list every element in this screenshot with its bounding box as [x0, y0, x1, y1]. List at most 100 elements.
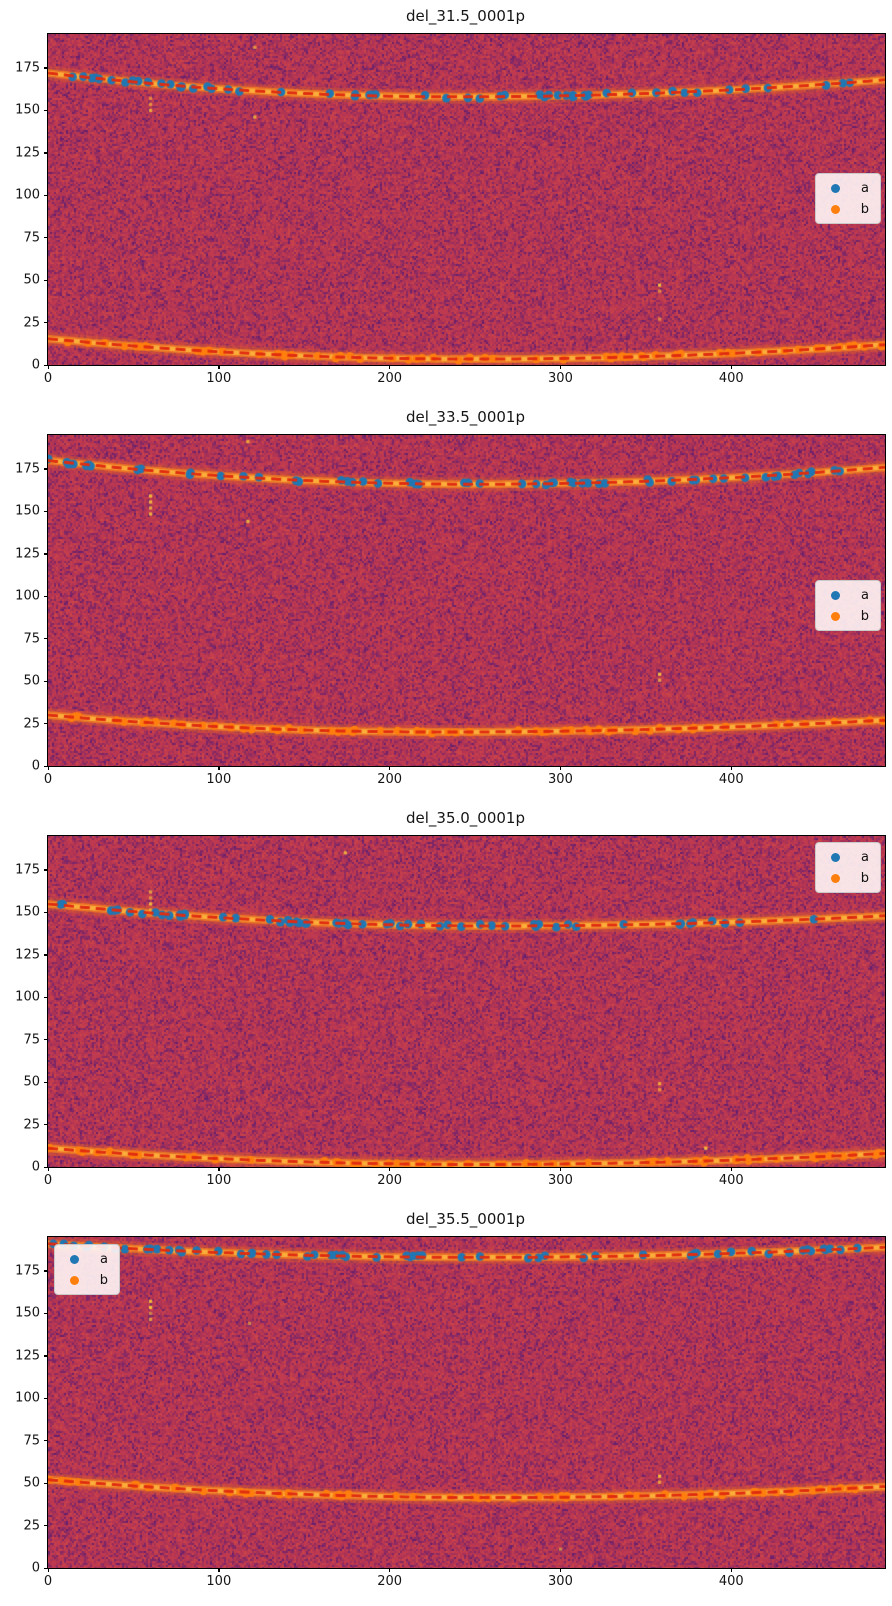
y-tick-mark [44, 1525, 48, 1527]
y-tick-mark [44, 680, 48, 682]
x-tick-label: 0 [43, 1574, 53, 1589]
legend-entry: a [823, 848, 872, 866]
y-tick-mark [44, 1355, 48, 1357]
y-tick-mark [44, 638, 48, 640]
legend-label: b [860, 870, 869, 886]
x-tick-label: 200 [377, 772, 403, 787]
y-tick-label: 75 [23, 230, 40, 246]
y-tick-label: 175 [15, 60, 40, 76]
x-tick-mark [47, 1568, 49, 1572]
y-tick-mark [44, 322, 48, 324]
y-tick-label: 125 [15, 947, 40, 963]
figure-panel-2: del_33.5_0001p 0 100 200 300 400 0 25 50 75 100 12… [0, 401, 892, 802]
x-tick-mark [559, 1568, 562, 1572]
y-tick-mark [44, 237, 48, 239]
y-tick-mark [44, 468, 48, 470]
legend-entry: a [823, 179, 872, 197]
x-tick-mark [559, 766, 562, 770]
y-tick-label: 175 [15, 461, 40, 477]
x-tick-mark [730, 1167, 733, 1171]
legend-marker-icon [70, 1254, 79, 1264]
x-tick-mark [218, 766, 220, 770]
y-tick-mark [44, 553, 48, 555]
legend-marker-icon [831, 852, 840, 862]
plot-title: del_33.5_0001p [405, 408, 525, 426]
x-tick-mark [389, 1568, 391, 1572]
y-tick-label: 125 [15, 1348, 40, 1364]
x-tick-label: 200 [377, 1574, 403, 1589]
y-tick-label: 0 [31, 758, 40, 774]
plot-title: del_35.5_0001p [405, 1210, 525, 1228]
x-tick-label: 100 [206, 1574, 232, 1589]
legend-entry: a [823, 586, 872, 604]
x-tick-mark [730, 365, 733, 369]
axes-area: 0 100 200 300 400 0 25 50 75 100 125 150 175 a b [15, 33, 886, 386]
y-tick-mark [44, 1270, 48, 1272]
y-tick-label: 50 [23, 673, 40, 689]
y-tick-label: 150 [15, 1305, 40, 1321]
y-tick-mark [44, 595, 48, 598]
y-tick-mark [44, 1482, 48, 1484]
x-tick-label: 300 [548, 371, 573, 386]
y-tick-label: 50 [23, 1475, 40, 1491]
x-tick-label: 100 [206, 371, 232, 386]
y-tick-mark [44, 1397, 48, 1400]
x-tick-label: 0 [43, 371, 53, 386]
y-tick-mark [44, 1166, 48, 1168]
x-tick-label: 400 [718, 772, 744, 787]
legend-label: b [860, 201, 869, 217]
y-tick-label: 125 [15, 546, 40, 562]
x-tick-mark [559, 1167, 562, 1171]
x-tick-mark [218, 365, 220, 369]
x-tick-mark [47, 1167, 49, 1171]
y-tick-label: 125 [15, 145, 40, 161]
y-tick-mark [44, 954, 48, 956]
axes-area: 0 100 200 300 400 0 25 50 75 100 125 150 175 a b [15, 1236, 886, 1589]
y-tick-label: 150 [15, 503, 40, 519]
y-tick-mark [44, 911, 48, 914]
plot-image [48, 435, 885, 766]
x-tick-label: 300 [548, 1173, 573, 1188]
y-tick-mark [44, 723, 48, 725]
y-tick-mark [44, 1039, 48, 1041]
y-tick-label: 50 [23, 1074, 40, 1090]
y-tick-label: 75 [23, 1433, 40, 1449]
legend-marker-icon [831, 611, 840, 621]
y-tick-label: 175 [15, 1263, 40, 1279]
legend-label: b [99, 1272, 108, 1288]
y-tick-mark [44, 765, 48, 767]
legend-entry: b [823, 607, 872, 625]
x-tick-mark [389, 1167, 391, 1171]
legend-label: a [861, 180, 869, 196]
legend-entry: b [823, 200, 872, 218]
y-tick-label: 0 [31, 1560, 40, 1576]
y-tick-label: 25 [23, 1117, 40, 1133]
y-tick-mark [44, 1567, 48, 1569]
y-tick-mark [44, 1440, 48, 1442]
x-tick-label: 400 [718, 371, 744, 386]
plot-image [48, 1237, 885, 1568]
y-tick-label: 25 [23, 1518, 40, 1534]
x-tick-label: 200 [377, 1173, 403, 1188]
x-tick-label: 300 [548, 1574, 573, 1589]
x-tick-mark [730, 1568, 733, 1572]
x-tick-mark [389, 365, 391, 369]
x-tick-mark [47, 365, 49, 369]
y-tick-mark [44, 510, 48, 513]
x-tick-label: 100 [206, 772, 232, 787]
y-tick-label: 50 [23, 272, 40, 288]
x-tick-mark [47, 766, 49, 770]
y-tick-mark [44, 869, 48, 871]
legend-marker-icon [831, 183, 840, 193]
legend-marker-icon [831, 590, 840, 600]
legend-label: a [861, 849, 869, 865]
y-tick-mark [44, 1312, 48, 1315]
y-tick-mark [44, 1081, 48, 1083]
axes-area: 0 100 200 300 400 0 25 50 75 100 125 150 175 a b [15, 835, 886, 1188]
y-tick-label: 100 [15, 1390, 40, 1406]
